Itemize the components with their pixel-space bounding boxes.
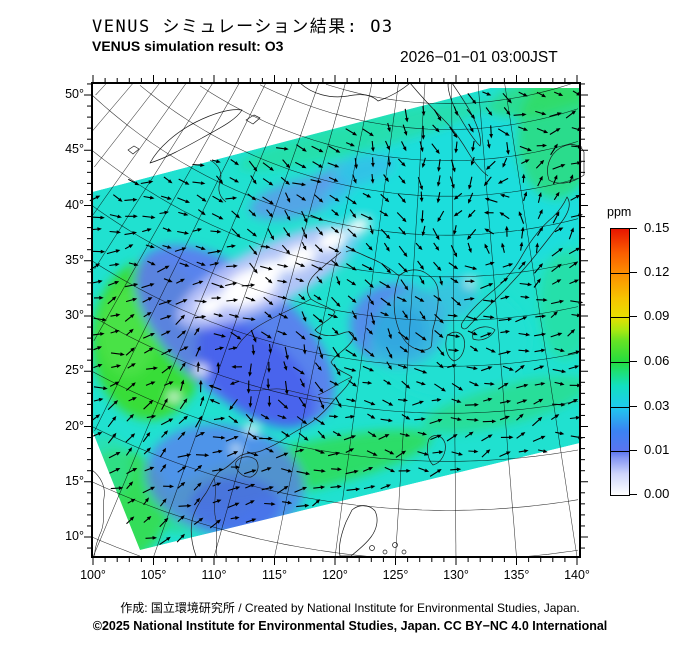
colorbar-tick [630, 228, 637, 229]
colorbar-unit-label: ppm [607, 205, 632, 219]
colorbar-tick-label: 0.06 [644, 353, 670, 368]
lat-tick-label: 20° [65, 418, 84, 433]
timestamp-label: 2026−01−01 03:00JST [400, 49, 558, 66]
korea-outline [393, 269, 439, 351]
colorbar-tick [630, 361, 637, 362]
china-coast [190, 251, 354, 557]
lon-tick-label: 110° [201, 568, 227, 582]
wind-vector-arrows [89, 90, 584, 546]
lon-tick-label: 135° [503, 568, 530, 582]
okhotsk-coast [299, 82, 411, 102]
colorbar-segment-line [611, 316, 629, 318]
colorbar-tick-label: 0.12 [644, 263, 670, 279]
lon-tick-label: 100° [80, 568, 106, 582]
colorbar-segment-line [611, 272, 629, 274]
lat-lon-graticule [91, 82, 579, 558]
colorbar-tick-label: 0.01 [644, 442, 670, 458]
colorbar-tick [630, 271, 637, 273]
map-canvas [84, 75, 588, 565]
map-frame-ticks [84, 75, 588, 565]
map-plot-area [84, 75, 588, 565]
lon-tick-label: 125° [382, 568, 409, 582]
lat-tick-label: 45° [65, 142, 84, 157]
lat-tick-label: 30° [65, 308, 84, 322]
hokkaido-outline [547, 144, 585, 184]
lon-tick-label: 115° [262, 568, 287, 582]
lon-tick-label: 130° [443, 568, 469, 582]
copyright-line: ©2025 National Institute for Environment… [92, 619, 608, 633]
lat-tick-label: 35° [65, 252, 84, 267]
shikoku-outline [471, 326, 496, 341]
coastlines [91, 82, 585, 558]
lon-tick-label: 105° [140, 568, 167, 582]
lat-tick-label: 50° [65, 87, 84, 101]
lat-tick-label: 40° [65, 197, 84, 212]
colorbar-tick [630, 494, 637, 495]
lat-tick-label: 15° [65, 473, 84, 488]
hainan-outline [235, 456, 259, 478]
lon-tick-label: 120° [322, 568, 348, 582]
colorbar-tick-label: 0.09 [644, 307, 670, 323]
colorbar-segment-line [611, 451, 629, 453]
colorbar-tick [630, 406, 637, 408]
page-title-english: VENUS simulation result: O3 [92, 38, 284, 54]
luzon-outline [339, 505, 378, 557]
honshu-outline [461, 196, 570, 330]
lat-tick-label: 10° [65, 529, 84, 543]
page-title-japanese: VENUS シミュレーション結果: O3 [92, 17, 394, 37]
map-frame-border [91, 82, 581, 558]
lon-tick-label: 140° [564, 568, 590, 582]
colorbar-tick [630, 315, 637, 317]
colorbar-tick-label: 0.15 [644, 220, 670, 235]
colorbar-segment-line [611, 407, 629, 409]
colorbar-tick-label: 0.00 [644, 486, 670, 501]
lat-tick-label: 25° [65, 363, 84, 378]
lake-baikal-outline [149, 109, 243, 164]
kyushu-outline [445, 331, 465, 362]
colorbar-tick [630, 450, 637, 452]
colorbar-segment-line [611, 362, 629, 363]
colorbar-tick-label: 0.03 [644, 398, 670, 414]
credit-line: 作成: 国立環境研究所 / Created by National Instit… [120, 601, 580, 615]
colorbar [610, 228, 630, 496]
